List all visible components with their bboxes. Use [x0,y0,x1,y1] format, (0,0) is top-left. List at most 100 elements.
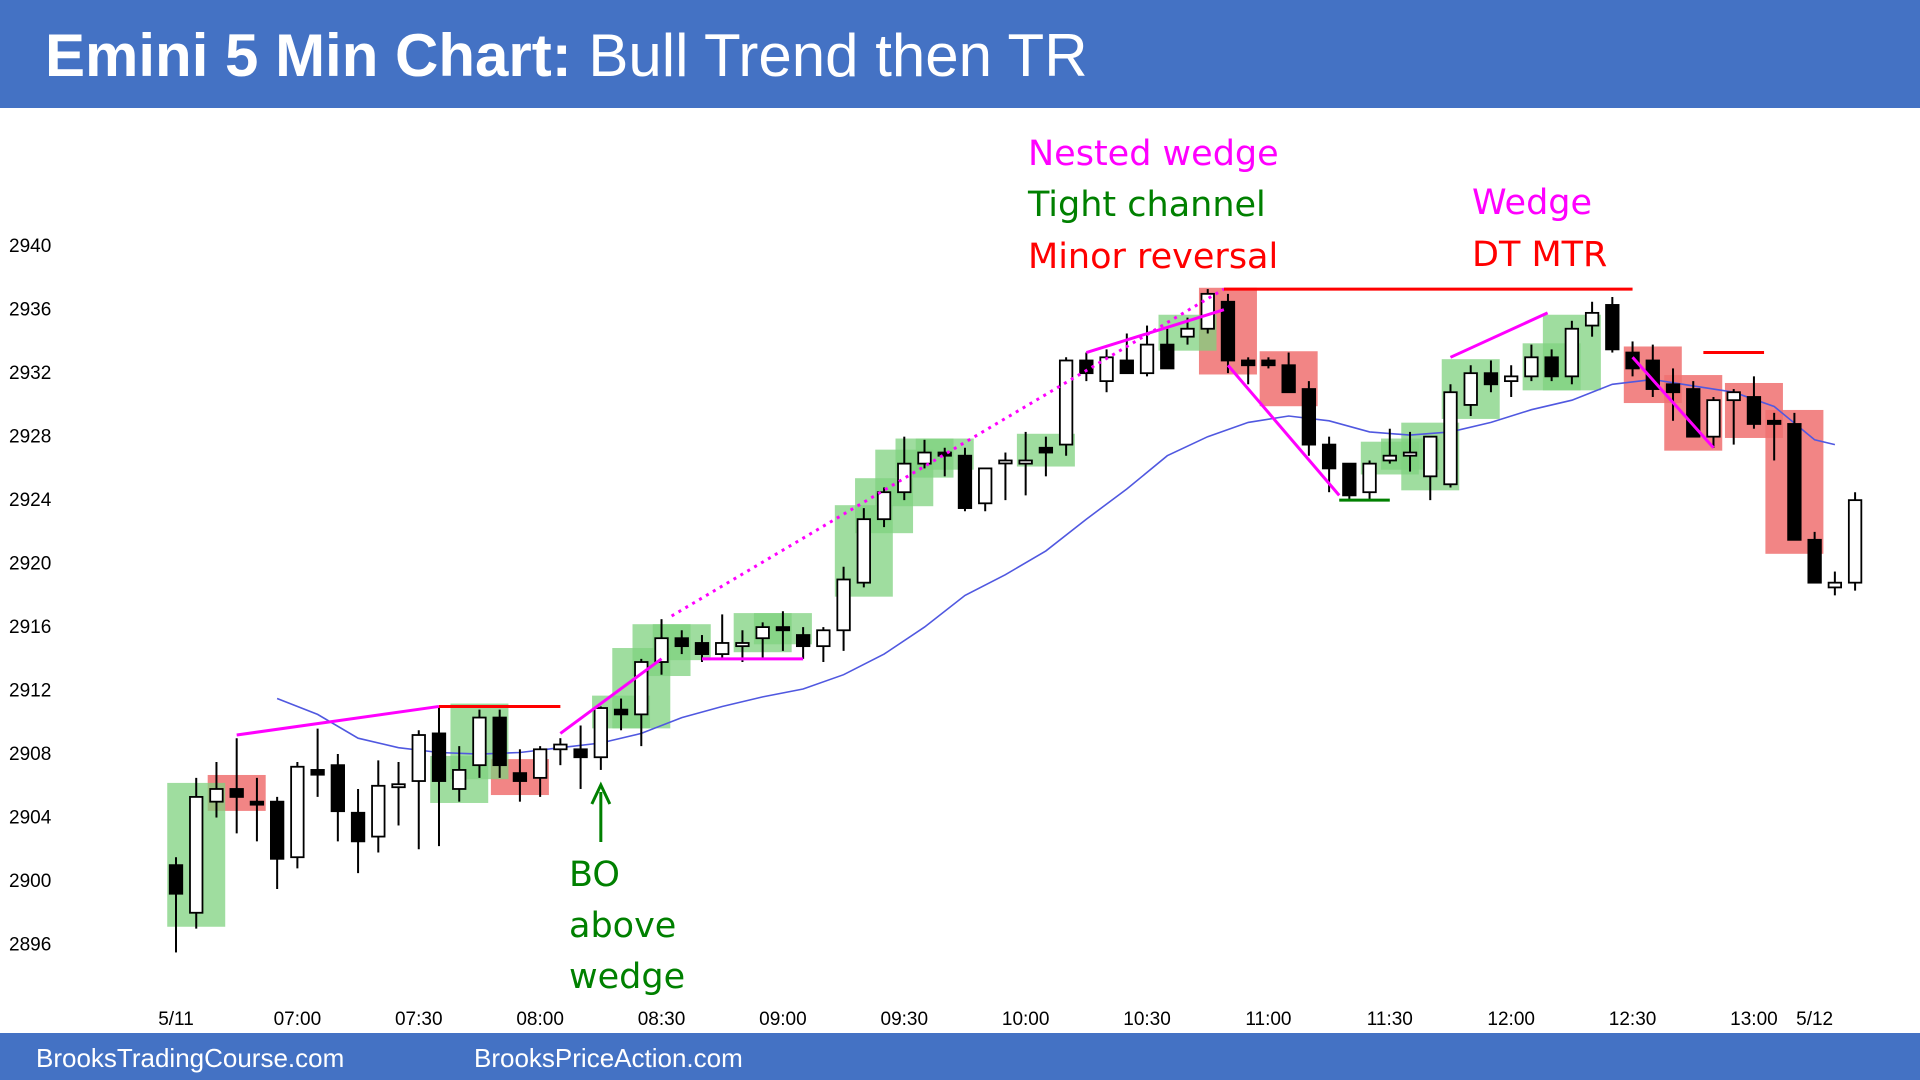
bear-candle [249,800,265,806]
x-tick-label: 12:00 [1487,1009,1535,1030]
bear-candle [1746,396,1762,425]
bull-candle [371,784,386,838]
y-tick-label: 2936 [9,300,51,321]
breakout-arrow-head [590,781,612,805]
bear-candle [1544,356,1559,378]
bear-candle [1160,343,1175,370]
bull-candle [715,642,730,655]
bull-candle [532,748,548,779]
bear-candle [1261,359,1276,367]
x-tick-label: 11:30 [1367,1009,1413,1030]
title-bold-part: Emini 5 Min Chart: [45,22,572,89]
bull-candle [472,716,487,767]
bear-candle [1787,423,1802,541]
footer-banner: BrooksTradingCourse.com BrooksPriceActio… [0,1033,1920,1080]
x-tick-label: 13:00 [1730,1009,1778,1030]
bear-candle [492,716,507,767]
bull-candle [593,707,608,759]
bull-candle [1463,372,1478,406]
x-tick-label: 11:00 [1245,1009,1291,1030]
x-tick-label: 09:00 [759,1009,807,1030]
bull-candle [897,462,912,494]
bear-candle [1625,351,1640,370]
bear-candle [1321,443,1337,470]
bull-candle [553,743,568,751]
bull-candle [290,765,305,859]
annotation-minor-reversal: Minor reversal [1028,237,1279,277]
footer-link-right[interactable]: BrooksPriceAction.com [474,1043,743,1073]
bull-candle [1524,356,1539,378]
bull-candle [1402,451,1418,457]
bear-candle [229,788,244,798]
candlestick-chart: 2896 2900 2904 2908 2912 2916 2920 2924 2928 2932… [9,236,1863,1030]
trend-line [236,704,440,737]
y-tick-label: 2912 [9,681,51,702]
bear-candle [573,748,588,759]
y-tick-label: 2928 [9,427,51,448]
bear-candle [310,769,325,776]
x-tick-label: 10:30 [1123,1009,1171,1030]
annotation-bo-line1: BO [569,855,620,895]
bull-candle [856,518,871,584]
annotation-nested-wedge: Nested wedge [1028,134,1279,174]
bull-candle [1180,327,1195,338]
bear-candle [1605,304,1620,351]
bull-candle [917,451,932,465]
bear-candle [1686,388,1701,438]
bull-candle [1443,391,1458,486]
annotation-dt-mtr: DT MTR [1472,235,1608,275]
y-tick-label: 2920 [9,554,51,575]
bull-candle [1706,399,1721,438]
bull-candle [1058,359,1074,446]
bull-candle [1362,462,1377,494]
dotted-channel-line [670,287,1225,618]
bear-candle [350,811,366,843]
bear-candle [1342,462,1357,497]
bull-candle [189,796,204,914]
annotation-tight-channel: Tight channel [1028,185,1266,225]
bear-candle [957,454,973,509]
bull-candle [998,459,1013,465]
bear-candle [1665,383,1681,394]
bull-candle [1827,581,1843,589]
bear-candle [1119,359,1134,375]
y-tick-label: 2900 [9,871,51,892]
bear-candle [795,634,811,648]
bull-candle [1726,391,1741,402]
bear-candle [1301,388,1317,446]
x-tick-label: 07:00 [274,1009,322,1030]
bull-candle [654,637,669,663]
x-tick-label: 07:30 [395,1009,443,1030]
bear-candle [168,864,184,895]
bull-candle [1504,375,1519,383]
annotation-wedge: Wedge [1472,183,1593,223]
bear-candle [269,800,285,860]
trend-line [1226,364,1341,497]
bull-candle [735,642,750,648]
bear-candle [1220,300,1236,362]
bull-candle [1018,459,1033,465]
footer-link-left[interactable]: BrooksTradingCourse.com [36,1043,345,1073]
x-tick-label: 12:30 [1609,1009,1657,1030]
bull-candle [391,783,406,789]
bear-candle [1241,359,1256,367]
title-banner: Emini 5 Min Chart: Bull Trend then TR [0,0,1920,108]
y-tick-label: 2904 [9,808,52,829]
x-tick-label: 10:00 [1002,1009,1050,1030]
y-tick-label: 2908 [9,744,51,765]
bull-candle [1847,499,1863,584]
y-tick-label: 2896 [9,935,51,956]
bear-candle [1281,364,1296,394]
bear-candle [1038,446,1054,454]
bear-candle [1807,538,1822,584]
bear-candle [1483,372,1499,386]
bull-candle [876,491,892,521]
annotation-bo-line2: above [569,906,677,946]
x-tick-label: 5/11 [158,1009,194,1030]
bear-candle [694,642,710,655]
bear-candle [330,764,345,813]
y-tick-label: 2916 [9,617,51,638]
x-tick-label: 08:00 [516,1009,564,1030]
bull-candle [1564,327,1580,378]
page-title: Emini 5 Min Chart: Bull Trend then TR [45,20,1088,92]
